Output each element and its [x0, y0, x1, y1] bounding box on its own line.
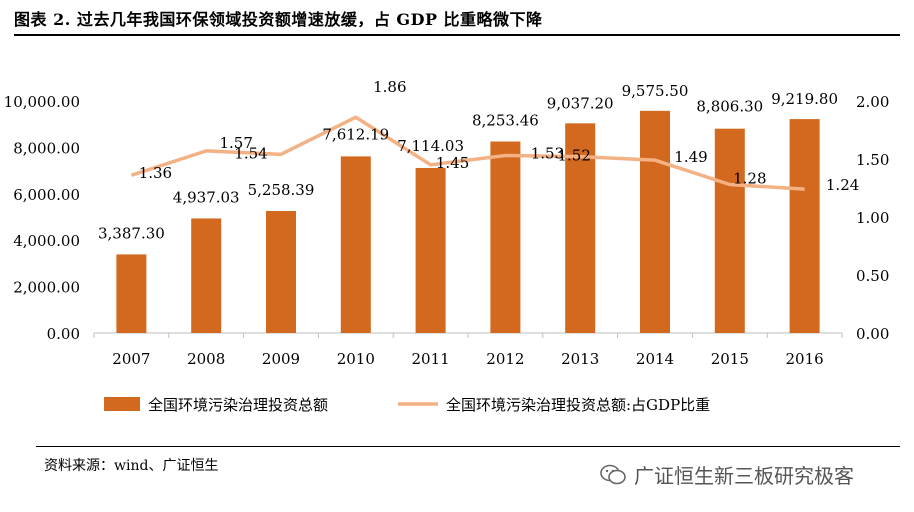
- x-axis-tick-label: 2015: [711, 350, 749, 368]
- left-axis-tick-label: 4,000.00: [13, 232, 80, 250]
- left-axis-tick-label: 6,000.00: [13, 186, 80, 204]
- legend-bar-label: 全国环境污染治理投资总额: [148, 396, 328, 414]
- bar: [266, 211, 296, 333]
- legend-bar-swatch: [104, 397, 140, 411]
- bar-value-label: 5,258.39: [248, 181, 315, 199]
- left-axis-tick-label: 10,000.00: [4, 93, 80, 111]
- bar-value-label: 8,806.30: [696, 98, 763, 116]
- line-value-label: 1.28: [733, 170, 766, 188]
- bar-value-label: 9,037.20: [547, 94, 614, 112]
- x-axis-tick-label: 2014: [636, 350, 674, 368]
- bar-value-label: 7,612.19: [322, 125, 389, 143]
- bar-value-label: 8,253.46: [472, 112, 539, 130]
- x-axis-tick-label: 2012: [486, 350, 524, 368]
- line-value-label: 1.49: [674, 148, 707, 166]
- bar: [715, 129, 745, 333]
- line-value-label: 1.45: [436, 154, 469, 172]
- bar-value-label: 9,219.80: [771, 90, 838, 108]
- bar: [640, 111, 670, 333]
- right-axis-tick-label: 0.00: [856, 325, 889, 343]
- bar-value-label: 9,575.50: [622, 82, 689, 100]
- bar: [116, 254, 146, 333]
- line-value-label: 1.36: [139, 164, 172, 182]
- right-axis-tick-label: 2.00: [856, 93, 889, 111]
- x-axis-tick-label: 2013: [561, 350, 599, 368]
- x-axis-tick-label: 2007: [112, 350, 150, 368]
- bar: [490, 142, 520, 333]
- left-axis-tick-label: 2,000.00: [13, 279, 80, 297]
- line-value-label: 1.52: [557, 147, 590, 165]
- right-axis-tick-label: 1.00: [856, 209, 889, 227]
- bar-value-label: 4,937.03: [173, 188, 240, 206]
- bar-value-label: 7,114.03: [397, 137, 464, 155]
- left-axis-tick-label: 0.00: [47, 325, 80, 343]
- legend-line-label: 全国环境污染治理投资总额:占GDP比重: [446, 396, 710, 414]
- wechat-icon: [600, 464, 626, 486]
- bar: [191, 218, 221, 333]
- x-axis-tick-label: 2016: [786, 350, 824, 368]
- right-axis-tick-label: 0.50: [856, 267, 889, 285]
- bar-value-label: 3,387.30: [98, 224, 165, 242]
- x-axis-tick-label: 2011: [412, 350, 450, 368]
- watermark: 广证恒生新三板研究极客: [600, 460, 854, 489]
- watermark-text: 广证恒生新三板研究极客: [634, 460, 854, 489]
- x-axis-tick-label: 2008: [187, 350, 225, 368]
- x-axis-tick-label: 2010: [337, 350, 375, 368]
- combo-chart: 0.00 2,000.00 4,000.00 6,000.00 8,000.00 10,0…: [0, 0, 914, 440]
- line-value-label: 1.24: [826, 176, 859, 194]
- footer-rule: [36, 446, 900, 447]
- line-value-label: 1.54: [234, 144, 267, 162]
- x-axis-tick-label: 2009: [262, 350, 300, 368]
- right-axis-tick-label: 1.50: [856, 151, 889, 169]
- bar: [341, 156, 371, 333]
- source-note: 资料来源：wind、广证恒生: [44, 455, 218, 475]
- line-value-label: 1.86: [373, 78, 406, 96]
- left-axis-tick-label: 8,000.00: [13, 139, 80, 157]
- bar: [416, 168, 446, 333]
- bar: [790, 119, 820, 333]
